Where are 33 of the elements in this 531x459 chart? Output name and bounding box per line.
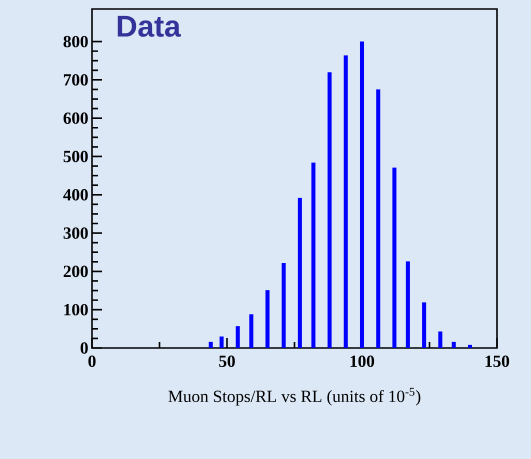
y-tick-label: 500 bbox=[64, 150, 88, 162]
bar bbox=[236, 326, 240, 348]
y-tick-label: 800 bbox=[64, 36, 88, 48]
x-tick-label: 0 bbox=[88, 356, 96, 368]
bar bbox=[452, 342, 456, 348]
y-tick-label: 700 bbox=[64, 74, 88, 86]
x-tick-label: 50 bbox=[219, 356, 235, 368]
bar bbox=[249, 314, 254, 348]
bar bbox=[438, 332, 442, 348]
bar bbox=[422, 302, 426, 348]
bar bbox=[360, 42, 364, 348]
y-tick-label: 600 bbox=[64, 112, 88, 124]
x-axis-title: Muon Stops/RL vs RL (units of 10$^{-5}$) bbox=[168, 388, 420, 406]
chart-title: Data bbox=[118, 16, 181, 37]
bar bbox=[311, 162, 316, 348]
y-tick-label: 0 bbox=[80, 342, 88, 354]
bar bbox=[328, 72, 332, 348]
y-tick-label: 300 bbox=[64, 227, 88, 239]
y-tick-label: 400 bbox=[63, 189, 88, 201]
bar bbox=[298, 198, 302, 348]
x-tick-label: 150 bbox=[486, 356, 510, 368]
bar bbox=[220, 336, 224, 348]
bar bbox=[282, 262, 286, 348]
bar bbox=[406, 261, 410, 348]
bar bbox=[376, 89, 380, 348]
y-tick-label: 200 bbox=[64, 266, 88, 278]
bar bbox=[392, 168, 396, 348]
y-tick-label: 100 bbox=[64, 304, 88, 316]
bar bbox=[208, 342, 213, 348]
x-tick-label: 100 bbox=[350, 356, 374, 368]
bar bbox=[265, 290, 270, 348]
bar bbox=[344, 55, 348, 348]
bar bbox=[468, 344, 472, 348]
